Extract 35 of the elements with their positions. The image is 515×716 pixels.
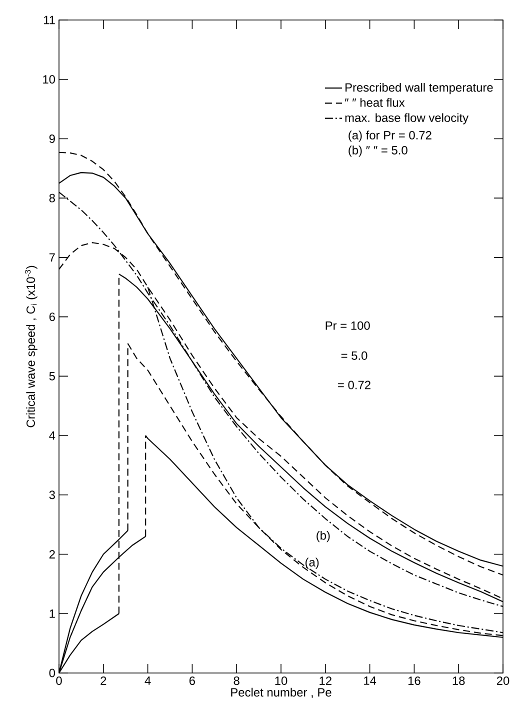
x-tick-label: 10	[275, 676, 288, 685]
annotation: (a)	[306, 558, 319, 569]
legend-label: Prescribed wall temperature	[346, 82, 493, 94]
y-tick-label: 2	[49, 550, 55, 558]
annotation: = 0.72	[338, 380, 370, 390]
y-tick-label: 10	[43, 75, 56, 84]
legend-label: ″ ″ heat flux	[345, 98, 405, 107]
y-tick-label: 9	[49, 134, 55, 143]
x-tick-label: 6	[189, 676, 195, 685]
y-tick-label: 4	[49, 431, 56, 440]
y-axis-title: Critical wave speed , C$_{i}$ (x10$^{-3}$)	[24, 266, 38, 428]
y-tick-label: 11	[44, 16, 55, 24]
y-tick-label: 8	[49, 194, 55, 202]
annotation: = 5.0	[341, 351, 368, 360]
legend-label: max. base flow velocity	[345, 113, 469, 124]
y-tick-label: 7	[49, 253, 55, 262]
x-tick-label: 18	[452, 676, 465, 685]
y-tick-label: 6	[49, 312, 55, 322]
annotation: Pr = 100	[326, 321, 370, 330]
y-tick-label: 0	[49, 668, 56, 678]
x-tick-label: 4	[144, 676, 151, 685]
x-tick-label: 8	[234, 676, 240, 685]
annotation: (b)	[316, 530, 330, 542]
x-tick-label: 2	[100, 676, 106, 685]
y-tick-label: 5	[49, 372, 55, 380]
annotation: (a) for Pr = 0.72	[348, 130, 432, 142]
y-tick-label: 3	[49, 490, 55, 500]
x-tick-label: 0	[56, 676, 62, 685]
x-tick-label: 14	[364, 676, 376, 685]
annotation: (b) ″ ″ = 5.0	[348, 146, 408, 157]
x-tick-label: 16	[408, 676, 420, 685]
x-tick-label: 20	[496, 676, 510, 685]
x-axis-title: Peclet number , Pe	[231, 688, 332, 698]
y-tick-label: 1	[50, 610, 55, 618]
x-tick-label: 12	[320, 676, 332, 685]
